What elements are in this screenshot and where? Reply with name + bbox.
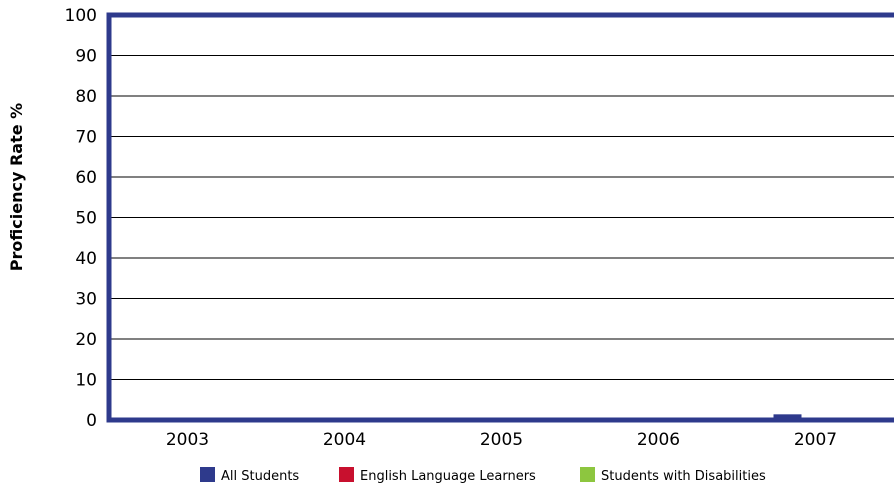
y-tick-label: 50: [75, 209, 97, 229]
bar-all-students-2007: [773, 414, 802, 420]
y-tick-label: 70: [75, 128, 97, 148]
y-tick-label: 10: [75, 371, 97, 391]
y-tick-label: 90: [75, 47, 97, 67]
plot-border: [106, 12, 894, 423]
plot-frame: [106, 12, 894, 423]
legend-label: English Language Learners: [360, 469, 536, 484]
legend-label: Students with Disabilities: [601, 469, 766, 484]
y-tick-label: 40: [75, 249, 97, 269]
x-tick-label: 2004: [323, 430, 366, 450]
x-tick-label: 2006: [637, 430, 680, 450]
x-axis-ticks: 2003 2004 2005 2006 2007: [166, 430, 837, 450]
x-tick-label: 2005: [480, 430, 523, 450]
legend-swatch: [339, 467, 354, 482]
y-tick-label: 100: [65, 6, 97, 26]
y-tick-label: 0: [86, 411, 97, 431]
legend-swatch: [580, 467, 595, 482]
legend-label: All Students: [221, 469, 299, 484]
gridlines: [109, 55, 894, 380]
y-tick-label: 20: [75, 330, 97, 350]
y-tick-label: 30: [75, 290, 97, 310]
y-axis-ticks: 0 10 20 30 40 50 60 70 80 90 100: [65, 6, 97, 431]
legend: All Students English Language Learners Stu…: [200, 467, 766, 484]
x-tick-label: 2003: [166, 430, 209, 450]
legend-swatch: [200, 467, 215, 482]
y-tick-label: 80: [75, 87, 97, 107]
y-tick-label: 60: [75, 168, 97, 188]
y-axis-label: Proficiency Rate %: [7, 103, 26, 271]
x-tick-label: 2007: [794, 430, 837, 450]
